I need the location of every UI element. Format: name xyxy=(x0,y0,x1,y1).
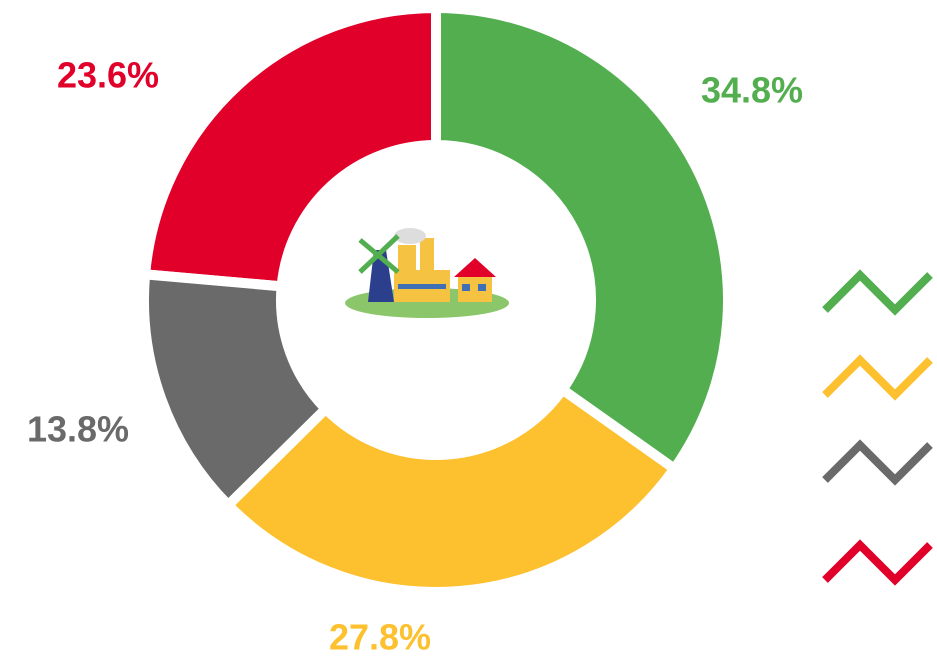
slice xyxy=(431,2,733,476)
center-illustration xyxy=(345,228,509,318)
slice xyxy=(139,2,441,292)
value-label: 13.8% xyxy=(27,409,129,450)
legend-icon xyxy=(822,354,933,401)
value-label: 23.6% xyxy=(57,55,159,96)
legend-icon xyxy=(822,539,933,586)
value-label: 27.8% xyxy=(329,617,431,658)
value-label: 34.8% xyxy=(701,70,803,111)
slice xyxy=(221,382,682,597)
legend-icon xyxy=(822,439,933,486)
legend-icon xyxy=(822,269,933,316)
